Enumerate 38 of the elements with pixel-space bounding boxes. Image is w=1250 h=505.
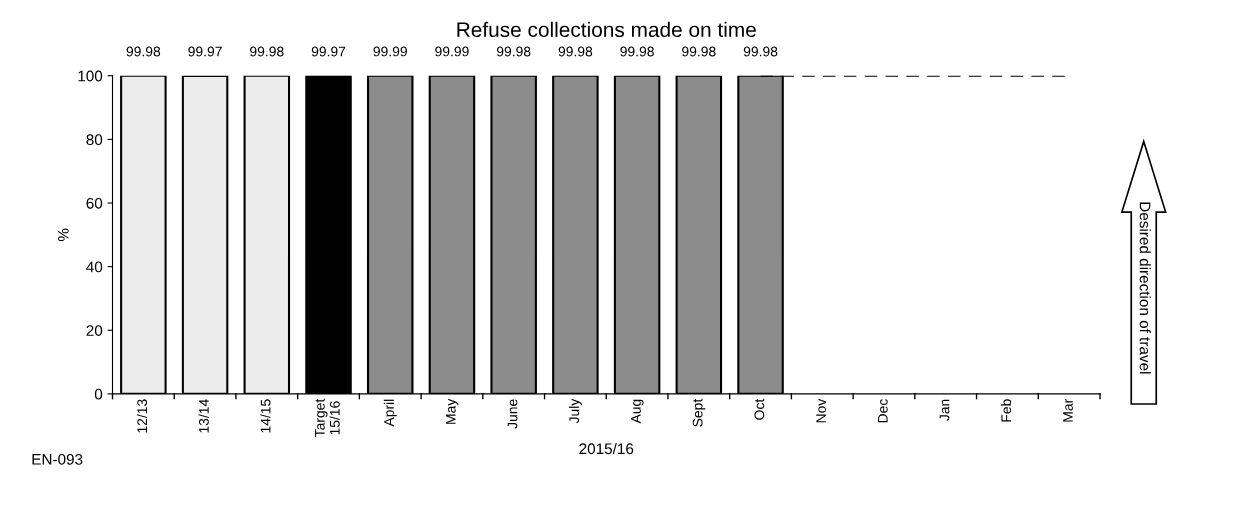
x-tick-label: 13/14 [198,399,209,433]
data-label: 99.98 [126,46,161,57]
data-label: 99.98 [743,46,778,57]
y-tick-label: 80 [86,134,103,146]
data-label: 99.98 [250,46,284,57]
y-axis-title: % [57,228,69,242]
x-tick-label: April [383,399,397,427]
y-tick-label: 100 [78,70,103,82]
y-tick-label: 0 [94,388,103,400]
x-tick-label: June [507,399,518,429]
data-label: 99.98 [496,46,531,57]
text: EN-093 [32,453,83,465]
x-tick-label: 14/15 [260,399,271,433]
x-tick-label: 12/13 [136,399,148,433]
x-tick-label: Dec [878,399,888,423]
data-label: 99.98 [558,46,593,57]
x-tick-label: Oct [754,398,765,420]
x-tick-label: July [568,398,582,424]
data-label: 99.97 [188,46,222,57]
x-tick-label: Sept [692,398,706,427]
x-tick-label: Nov [816,398,826,423]
data-label: 99.98 [682,46,716,57]
data-label: 99.99 [373,46,407,57]
y-tick-label: 20 [86,325,103,336]
data-label: 99.98 [620,46,654,57]
x-tick-label: Aug [631,399,644,424]
y-tick-label: 60 [86,197,103,209]
y-tick-label: 40 [86,261,103,273]
x-tick-label: Mar [1063,398,1073,422]
x-tick-label: Feb [1000,399,1012,422]
data-label: 99.99 [435,46,469,57]
chart-title: Refuse collections made on time [457,21,756,38]
data-label: 99.97 [311,46,346,57]
x-tick-label: May [445,398,459,424]
x-tick-label: Target 15/16 [315,398,340,438]
x-tick-label: Jan [939,399,950,421]
text: Desired direction of travel [1139,202,1151,374]
x-axis-title: 2015/16 [579,442,634,455]
